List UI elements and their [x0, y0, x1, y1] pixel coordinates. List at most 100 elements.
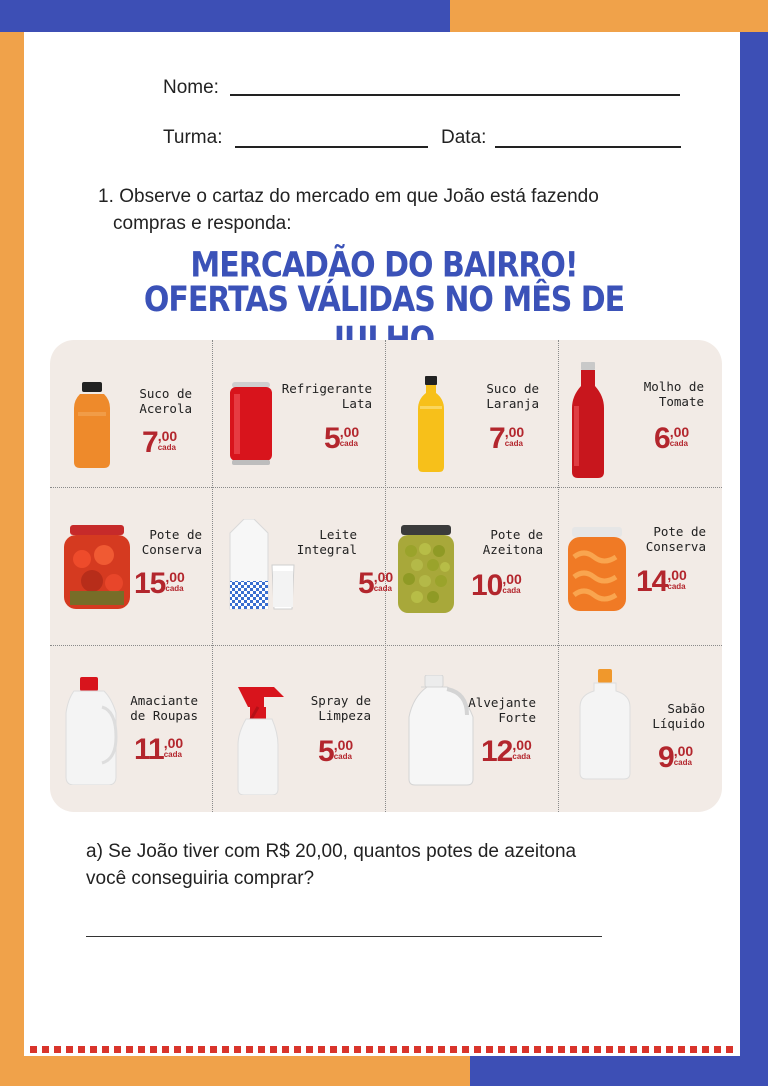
price-cents: ,00: [512, 737, 532, 753]
price-value: 12: [481, 735, 513, 768]
price-cents: ,00: [502, 571, 522, 587]
price-value: 9: [658, 741, 675, 774]
product-cell: Sabão Líquido 9,00 cada: [558, 645, 722, 812]
price-value: 11: [134, 733, 165, 766]
subquestion-line1: a) Se João tiver com R$ 20,00, quantos p…: [86, 841, 577, 862]
product-name: Spray de Limpeza: [310, 693, 371, 723]
date-input-line[interactable]: [495, 146, 681, 148]
juice-bottle-icon: [418, 376, 444, 472]
question-1: 1. Observe o cartaz do mercado em que Jo…: [98, 183, 698, 237]
price-value: 6: [654, 422, 671, 455]
grid-divider: [50, 645, 722, 646]
product-price: 11,00 cada: [134, 733, 183, 767]
question-text-line1: Observe o cartaz do mercado em que João …: [119, 186, 599, 207]
product-name: Refrigerante Lata: [281, 381, 372, 411]
price-cents: ,00: [165, 569, 185, 585]
product-price: 6,00 cada: [654, 422, 689, 456]
frame-bottom-right: [470, 1056, 768, 1086]
olive-jar-icon: [398, 525, 454, 613]
answer-line[interactable]: [86, 936, 602, 937]
question-text-line2: compras e responda:: [113, 213, 292, 234]
product-name: Alvejante Forte: [468, 695, 536, 725]
subquestion-line2: você conseguiria comprar?: [86, 868, 315, 889]
product-name: Leite Integral: [296, 527, 357, 557]
price-cents: ,00: [373, 569, 394, 585]
date-field: Data:: [441, 127, 486, 149]
price-unit: cada: [504, 439, 523, 448]
price-unit: cada: [667, 582, 686, 591]
product-cell: Molho de Tomate 6,00 cada: [558, 340, 722, 487]
price-value: 5: [324, 422, 341, 455]
class-field: Turma:: [163, 127, 222, 149]
price-unit: cada: [502, 586, 521, 595]
product-cell: Pote de Conserva 14,00 cada: [558, 487, 722, 645]
price-cents: ,00: [339, 424, 360, 440]
name-field: Nome:: [163, 77, 219, 99]
frame-right: [740, 32, 768, 1086]
price-unit: cada: [165, 584, 184, 593]
soap-bottle-icon: [579, 669, 631, 780]
product-price: 15,00 cada: [134, 567, 185, 601]
price-unit: cada: [373, 584, 392, 593]
product-name: Suco de Acerola: [139, 386, 192, 416]
grid-divider: [558, 340, 559, 812]
grid-divider: [212, 340, 213, 812]
price-cents: ,00: [163, 735, 184, 751]
product-cell: Suco de Acerola 7,00 cada: [50, 340, 212, 487]
price-cents: ,00: [669, 424, 690, 440]
price-value: 5: [318, 735, 335, 768]
product-price: 12,00 cada: [481, 735, 532, 769]
price-unit: cada: [673, 758, 692, 767]
class-label: Turma:: [163, 127, 223, 148]
product-name: Amaciante de Roupas: [130, 693, 198, 723]
product-poster: Suco de Acerola 7,00 cada Refrigerante La…: [50, 340, 722, 812]
product-name: Molho de Tomate: [643, 379, 704, 409]
product-cell: Refrigerante Lata 5,00 cada: [212, 340, 385, 487]
price-value: 5: [358, 567, 375, 600]
product-price: 7,00 cada: [142, 426, 177, 460]
price-unit: cada: [512, 752, 531, 761]
class-input-line[interactable]: [235, 146, 428, 148]
frame-left: [0, 32, 24, 1086]
product-cell: Pote de Azeitona 10,00 cada: [385, 487, 558, 645]
product-cell: Pote de Conserva 15,00 cada: [50, 487, 212, 645]
preserve-jar-icon: [64, 525, 130, 609]
peach-jar-icon: [568, 527, 626, 611]
sauce-bottle-icon: [572, 362, 604, 478]
product-price: 10,00 cada: [471, 569, 522, 603]
soda-can-icon: [230, 382, 272, 465]
price-unit: cada: [157, 443, 176, 452]
product-name: Pote de Azeitona: [482, 527, 543, 557]
price-cents: ,00: [504, 424, 525, 440]
price-cents: ,00: [673, 743, 694, 759]
product-cell: Suco de Laranja 7,00 cada: [385, 340, 558, 487]
price-unit: cada: [333, 752, 352, 761]
product-name: Suco de Laranja: [486, 381, 539, 411]
price-cents: ,00: [333, 737, 354, 753]
price-unit: cada: [163, 750, 182, 759]
name-input-line[interactable]: [230, 94, 680, 96]
product-cell: Spray de Limpeza 5,00 cada: [212, 645, 385, 812]
frame-bottom-left: [0, 1056, 470, 1086]
frame-top-right: [450, 0, 768, 32]
bleach-jug-icon: [408, 675, 474, 786]
product-cell: Leite Integral 5,00 cada: [212, 487, 393, 645]
spray-bottle-icon: [237, 687, 284, 795]
price-value: 15: [134, 567, 166, 600]
product-price: 5,00 cada: [358, 567, 393, 601]
question-number: 1.: [98, 186, 114, 207]
product-price: 5,00 cada: [318, 735, 353, 769]
subquestion-a: a) Se João tiver com R$ 20,00, quantos p…: [86, 838, 706, 892]
price-value: 14: [636, 565, 668, 598]
product-name: Pote de Conserva: [645, 524, 706, 554]
price-cents: ,00: [667, 567, 687, 583]
product-cell: Amaciante de Roupas 11,00 cada: [50, 645, 212, 812]
grid-divider: [385, 340, 386, 812]
frame-top-left: [0, 0, 450, 32]
product-name: Sabão Líquido: [652, 701, 705, 731]
price-value: 7: [142, 426, 159, 459]
price-cents: ,00: [157, 428, 178, 444]
softener-bottle-icon: [65, 677, 118, 785]
product-price: 7,00 cada: [489, 422, 524, 456]
date-label: Data:: [441, 127, 487, 148]
